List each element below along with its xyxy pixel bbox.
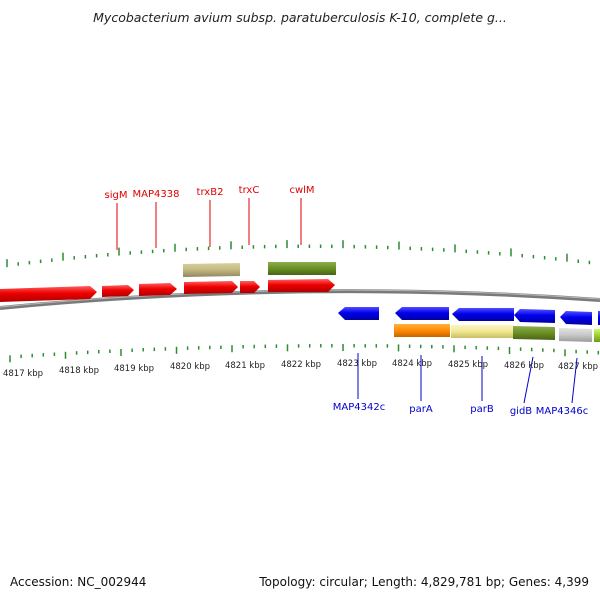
gene-feature-orange[interactable] [394, 324, 450, 337]
gene-feature-blue[interactable] [560, 311, 592, 325]
gene-feature-blue[interactable] [452, 308, 514, 321]
axis-label: 4821 kbp [225, 361, 265, 371]
axis-label: 4817 kbp [3, 369, 43, 379]
axis-label: 4825 kbp [448, 360, 488, 370]
axis-label: 4827 kbp [558, 362, 598, 372]
gene-feature-khaki[interactable] [183, 263, 240, 277]
gene-label-trxC[interactable]: trxC [239, 185, 260, 196]
gene-label-parA[interactable]: parA [409, 404, 433, 415]
gene-feature-olive[interactable] [513, 326, 555, 340]
axis-label: 4818 kbp [59, 366, 99, 376]
tick-marks-top [6, 240, 591, 268]
axis-label: 4822 kbp [281, 360, 321, 370]
axis-label: 4824 kbp [392, 359, 432, 369]
gene-feature-blue[interactable] [514, 309, 555, 323]
gene-feature-red[interactable] [268, 279, 335, 292]
gene-label-MAP4342c[interactable]: MAP4342c [333, 402, 385, 413]
gene-label-sigM[interactable]: sigM [105, 190, 128, 201]
gene-label-MAP4346c[interactable]: MAP4346c [536, 406, 588, 417]
tick-marks-bottom [9, 344, 600, 363]
gene-feature-olive[interactable] [268, 262, 336, 275]
reverse-strand-features [338, 307, 600, 342]
gene-feature-red[interactable] [240, 281, 260, 293]
gene-label-MAP4338[interactable]: MAP4338 [133, 189, 180, 200]
gene-feature-red[interactable] [139, 283, 177, 296]
accession-text: Accession: NC_002944 [10, 575, 147, 589]
axis-label: 4823 kbp [337, 359, 377, 369]
gene-feature-blue[interactable] [338, 307, 379, 320]
axis-label: 4819 kbp [114, 364, 154, 374]
gene-feature-light-gray[interactable] [559, 328, 592, 342]
genome-summary-text: Topology: circular; Length: 4,829,781 bp… [259, 575, 589, 589]
gene-feature-yellow-green[interactable] [594, 329, 600, 342]
bottom-gene-labels: MAP4342c parA parB gidB MAP4346c [333, 353, 588, 417]
gene-feature-blue[interactable] [395, 307, 449, 320]
gene-feature-red[interactable] [102, 285, 134, 297]
gene-feature-red[interactable] [0, 286, 97, 302]
coordinate-axis-labels: 4817 kbp 4818 kbp 4819 kbp 4820 kbp 4821… [3, 359, 598, 379]
gene-feature-red[interactable] [184, 281, 238, 294]
axis-label: 4820 kbp [170, 362, 210, 372]
top-gene-labels: sigM MAP4338 trxB2 trxC cwlM [105, 185, 315, 250]
forward-strand-features [0, 262, 336, 302]
genome-title: Mycobacterium avium subsp. paratuberculo… [93, 10, 507, 25]
gene-label-cwlM[interactable]: cwlM [289, 185, 314, 196]
gene-label-gidB[interactable]: gidB [510, 406, 532, 417]
gene-label-trxB2[interactable]: trxB2 [197, 187, 224, 198]
gene-feature-pale-yellow[interactable] [451, 325, 513, 338]
axis-label: 4826 kbp [504, 361, 544, 371]
gene-label-parB[interactable]: parB [470, 404, 494, 415]
